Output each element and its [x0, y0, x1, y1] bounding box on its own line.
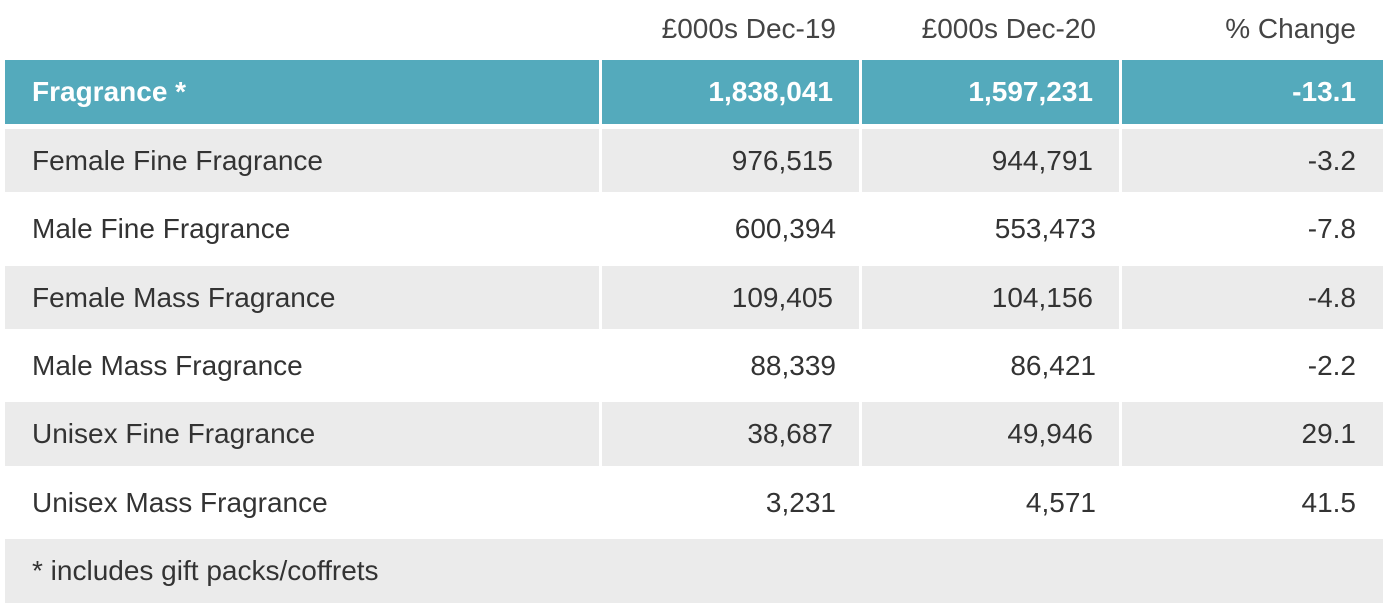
footnote-row: * includes gift packs/coffrets	[5, 539, 1383, 603]
row-dec19: 88,339	[750, 350, 836, 381]
total-dec19: 1,838,041	[602, 60, 862, 124]
header-dec20: £000s Dec-20	[921, 13, 1096, 44]
row-label: Male Mass Fragrance	[32, 350, 303, 381]
row-dec19: 976,515	[602, 129, 862, 192]
table-row: Unisex Fine Fragrance 38,687 49,946 29.1	[5, 402, 1383, 466]
row-label: Unisex Mass Fragrance	[32, 486, 328, 518]
row-dec20: 944,791	[862, 129, 1122, 192]
table-row: Unisex Mass Fragrance 3,231 4,571 41.5	[5, 471, 1383, 534]
row-label: Unisex Fine Fragrance	[5, 402, 602, 466]
header-change: % Change	[1225, 13, 1356, 44]
row-change: -2.2	[1307, 350, 1356, 381]
row-change: -7.8	[1307, 213, 1356, 244]
table-header-row: £000s Dec-19 £000s Dec-20 % Change	[5, 0, 1383, 58]
footnote-text: * includes gift packs/coffrets	[32, 555, 379, 586]
row-dec20: 49,946	[862, 402, 1122, 466]
row-dec20: 104,156	[862, 266, 1122, 329]
row-change: -4.8	[1307, 281, 1356, 313]
row-label: Female Mass Fragrance	[5, 266, 602, 329]
total-label: Fragrance *	[5, 60, 602, 124]
table-row: Female Mass Fragrance 109,405 104,156 -4…	[5, 266, 1383, 329]
row-dec19: 38,687	[602, 402, 862, 466]
total-dec20: 1,597,231	[862, 60, 1122, 124]
header-label-cell	[5, 0, 602, 58]
total-row: Fragrance * 1,838,041 1,597,231 -13.1	[5, 60, 1383, 124]
row-change: -3.2	[1307, 144, 1356, 176]
row-change: 29.1	[1301, 418, 1357, 449]
row-dec20: 86,421	[1010, 350, 1096, 381]
row-label: Female Fine Fragrance	[5, 129, 602, 192]
row-dec20: 553,473	[994, 213, 1096, 244]
header-dec19: £000s Dec-19	[661, 13, 836, 44]
row-change: 41.5	[1301, 486, 1357, 518]
row-dec19: 600,394	[734, 213, 836, 244]
row-dec19: 3,231	[765, 486, 836, 518]
total-change: -13.1	[1292, 76, 1356, 107]
row-label: Male Fine Fragrance	[32, 213, 291, 244]
table-row: Female Fine Fragrance 976,515 944,791 -3…	[5, 129, 1383, 192]
table-row: Male Mass Fragrance 88,339 86,421 -2.2	[5, 334, 1383, 398]
table-row: Male Fine Fragrance 600,394 553,473 -7.8	[5, 197, 1383, 261]
row-dec20: 4,571	[1025, 486, 1096, 518]
row-dec19: 109,405	[602, 266, 862, 329]
